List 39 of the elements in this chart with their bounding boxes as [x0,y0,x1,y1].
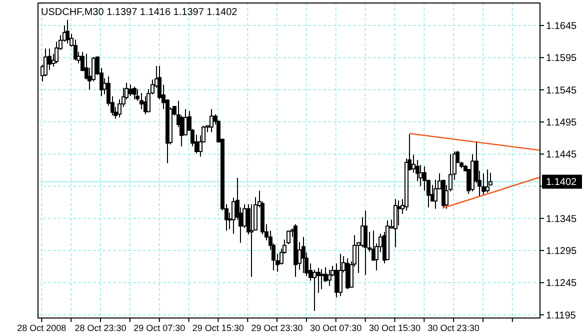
candlestick [334,262,338,298]
y-tick-label: 1.1445 [546,150,578,161]
candlestick [486,169,490,194]
x-tick-label: 30 Oct 23:30 [428,323,480,333]
x-tick-label: 29 Oct 15:30 [192,323,244,333]
y-tick-label: 1.1245 [546,278,578,290]
candlestick [184,108,188,136]
candlestick [422,166,426,192]
candlestick [302,236,306,274]
y-tick-label: 1.1345 [546,214,578,225]
y-tick-label: 1.1195 [546,310,576,322]
x-tick-label: 30 Oct 15:30 [368,323,421,333]
candlestick [482,172,486,196]
candlestick [338,253,342,297]
x-tick-label: 28 Oct 2008 [17,323,66,333]
y-tick-label: 1.1295 [546,246,578,257]
y-tick-label: 1.1595 [546,53,578,64]
y-tick-label: 1.1545 [546,85,578,96]
x-tick-label: 29 Oct 23:30 [251,323,303,333]
candlestick [434,179,438,210]
candlestick [394,198,398,248]
candlestick [364,210,368,276]
candlestick [132,86,136,100]
candlestick [250,204,254,278]
chart-title: USDCHF,M30 1.1397 1.1416 1.1397 1.1402 [41,7,238,18]
x-tick-label: 28 Oct 23:30 [74,323,126,333]
candlestick [210,108,214,133]
x-tick-label: 29 Oct 07:30 [134,323,186,333]
candlestick [66,19,70,44]
candlestick [320,268,324,290]
candlestick [396,200,400,226]
y-tick-label: 1.1495 [546,117,578,128]
candlestick [328,269,332,286]
candlestick [140,92,144,110]
ref-line-label: 1.1402 [546,177,578,188]
candlestick [128,84,132,97]
x-tick-label: 30 Oct 07:30 [310,323,362,333]
y-tick-label: 1.1645 [546,21,578,32]
candlestick [312,269,316,312]
